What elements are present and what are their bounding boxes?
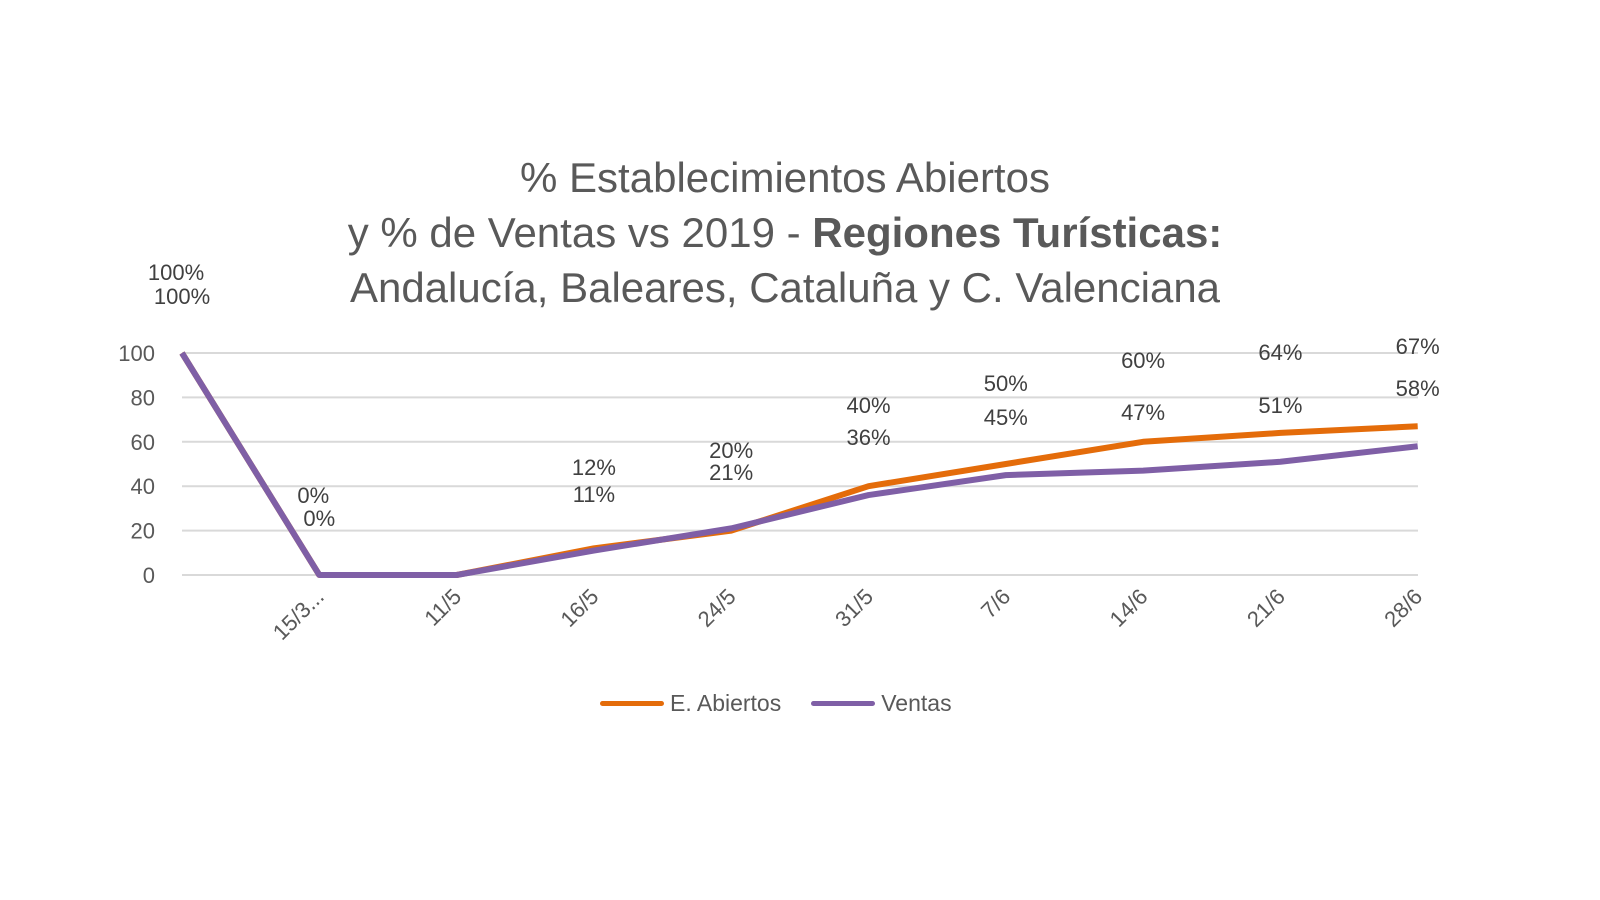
title-bold: Regiones Turísticas: bbox=[812, 209, 1223, 256]
data-label: 67% bbox=[1396, 334, 1440, 359]
x-tick-label: 21/6 bbox=[1242, 584, 1290, 632]
x-tick-label: 16/5 bbox=[555, 584, 603, 632]
data-label: 36% bbox=[846, 425, 890, 450]
data-label: 21% bbox=[709, 460, 753, 485]
title-line-1: % Establecimientos Abiertos bbox=[520, 154, 1050, 201]
data-label: 40% bbox=[846, 393, 890, 418]
legend-item-abiertos: E. Abiertos bbox=[600, 690, 781, 717]
data-label: 0% bbox=[303, 506, 335, 531]
x-tick-label: 11/5 bbox=[419, 584, 466, 631]
data-label: 45% bbox=[984, 405, 1028, 430]
legend-label-ventas: Ventas bbox=[881, 690, 952, 716]
y-tick-label: 100 bbox=[118, 341, 155, 366]
x-tick-label: 31/5 bbox=[830, 584, 878, 632]
data-label: 58% bbox=[1396, 376, 1440, 401]
data-label: 20% bbox=[709, 438, 753, 463]
y-tick-label: 40 bbox=[131, 474, 155, 499]
data-label: 12% bbox=[572, 455, 616, 480]
y-tick-label: 60 bbox=[131, 430, 155, 455]
x-tick-label: 28/6 bbox=[1379, 584, 1427, 632]
title-line-2-text: y % de Ventas vs 2019 - bbox=[347, 209, 813, 256]
data-label: 60% bbox=[1121, 348, 1165, 373]
data-label: 11% bbox=[573, 482, 615, 507]
x-tick-label: 7/6 bbox=[976, 584, 1015, 623]
x-tick-label: 15/3... bbox=[268, 584, 329, 645]
legend-item-ventas: Ventas bbox=[811, 690, 952, 717]
data-label: 51% bbox=[1258, 393, 1302, 418]
data-label: 0% bbox=[297, 483, 329, 508]
data-label: 100% bbox=[148, 260, 204, 285]
data-label: 100% bbox=[154, 284, 210, 309]
x-tick-label: 24/5 bbox=[693, 584, 741, 632]
y-tick-label: 20 bbox=[131, 519, 155, 544]
data-label: 50% bbox=[984, 371, 1028, 396]
legend-label-abiertos: E. Abiertos bbox=[670, 690, 782, 716]
legend-swatch-ventas bbox=[811, 701, 876, 706]
data-label: 64% bbox=[1258, 340, 1302, 365]
x-tick-label: 14/6 bbox=[1105, 584, 1153, 632]
legend: E. Abiertos Ventas bbox=[600, 690, 952, 717]
data-label: 47% bbox=[1121, 400, 1165, 425]
title-line-2: y % de Ventas vs 2019 - Regiones Turísti… bbox=[0, 205, 1570, 260]
legend-swatch-abiertos bbox=[600, 701, 664, 706]
title-line-3: Andalucía, Baleares, Cataluña y C. Valen… bbox=[349, 264, 1221, 311]
y-tick-label: 0 bbox=[143, 563, 155, 588]
series-line-1 bbox=[179, 351, 1419, 578]
chart-title: % Establecimientos Abiertos y % de Venta… bbox=[0, 150, 1570, 315]
y-tick-label: 80 bbox=[131, 385, 155, 410]
